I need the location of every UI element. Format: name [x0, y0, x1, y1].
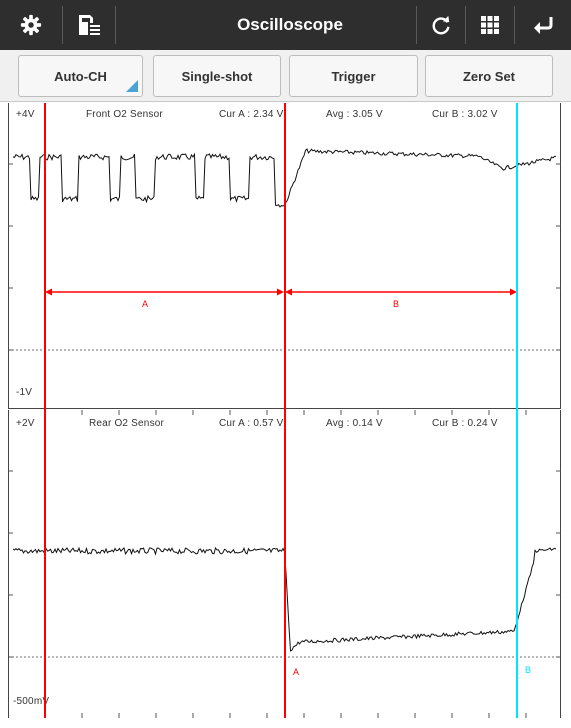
settings-gear-icon	[20, 14, 42, 36]
ch2-cursor-a-value: Cur A : 0.57 V	[219, 418, 284, 429]
auto-ch-label: Auto-CH	[54, 68, 107, 84]
ch1-sensor-name: Front O2 Sensor	[86, 109, 163, 120]
dropdown-corner-icon	[126, 80, 138, 92]
ch2-max-label: +2V	[16, 418, 35, 429]
ch1-min-label: -1V	[16, 387, 33, 398]
ch2-sensor-name: Rear O2 Sensor	[89, 418, 165, 429]
toolbar-separator	[115, 6, 116, 44]
control-button-row: Auto-CH Single-shot Trigger Zero Set	[0, 50, 571, 102]
window-title: Oscilloscope	[237, 15, 343, 34]
grid-icon	[481, 16, 499, 34]
zero-set-label: Zero Set	[462, 68, 515, 84]
ch1-cursor-b-value: Cur B : 3.02 V	[432, 109, 498, 120]
channel-1-panel[interactable]: +4V Front O2 Sensor Cur A : 2.34 V Avg :…	[8, 103, 561, 409]
channel-2-panel[interactable]: +2V Rear O2 Sensor Cur A : 0.57 V Avg : …	[8, 410, 561, 718]
settings-button[interactable]	[0, 0, 62, 50]
refresh-button[interactable]	[417, 0, 465, 50]
grid-button[interactable]	[466, 0, 514, 50]
title-bar: Oscilloscope	[0, 0, 571, 50]
save-button[interactable]	[63, 0, 115, 50]
toolbar-separator	[514, 6, 515, 44]
single-shot-button[interactable]: Single-shot	[153, 55, 281, 97]
auto-ch-button[interactable]: Auto-CH	[18, 55, 143, 97]
ch2-average-value: Avg : 0.14 V	[326, 418, 383, 429]
toolbar-separator	[62, 6, 63, 44]
ch1-average-value: Avg : 3.05 V	[326, 109, 383, 120]
ch1-cursor-a-value: Cur A : 2.34 V	[219, 109, 284, 120]
ch1-max-label: +4V	[16, 109, 35, 120]
zero-set-button[interactable]: Zero Set	[425, 55, 553, 97]
toolbar-separator	[416, 6, 417, 44]
single-shot-label: Single-shot	[181, 68, 253, 84]
refresh-icon	[432, 15, 450, 35]
ch2-min-label: -500mV	[13, 696, 50, 707]
save-list-icon	[79, 15, 100, 35]
trigger-label: Trigger	[331, 68, 376, 84]
trigger-button[interactable]: Trigger	[289, 55, 418, 97]
ch2-cursor-b-value: Cur B : 0.24 V	[432, 418, 498, 429]
back-button[interactable]	[515, 0, 571, 50]
toolbar-separator	[465, 6, 466, 44]
back-return-icon	[534, 17, 553, 34]
